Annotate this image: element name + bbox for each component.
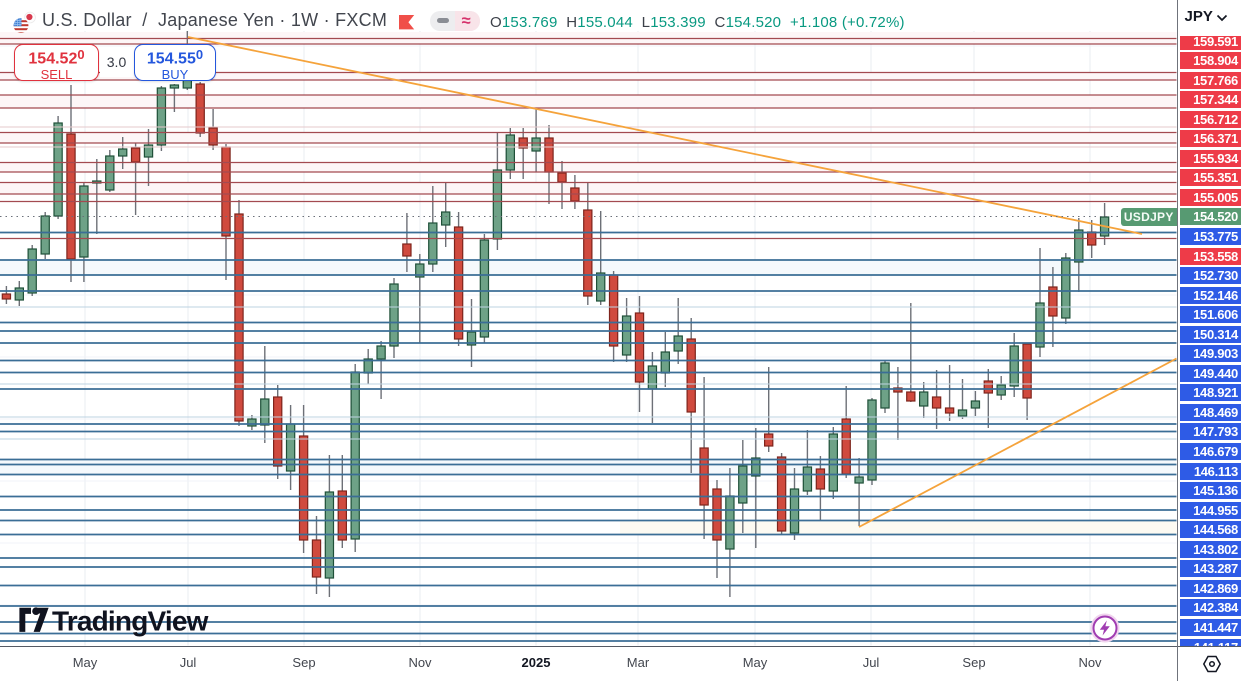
svg-text:TradingView: TradingView: [52, 606, 209, 637]
